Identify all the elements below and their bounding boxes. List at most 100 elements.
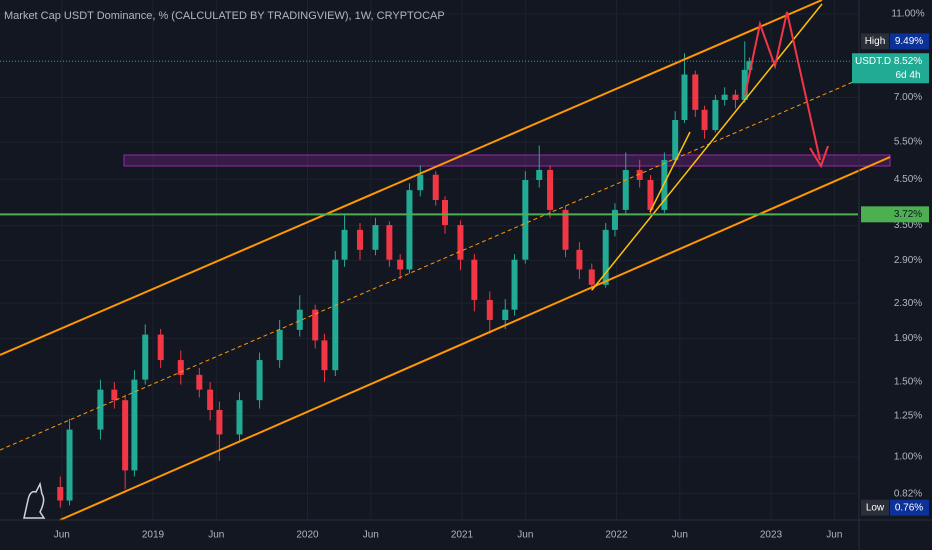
marker-value-box [890, 499, 929, 516]
price-label-box [852, 53, 929, 84]
candle-body [547, 169, 554, 210]
x-tick-label: 2023 [760, 530, 783, 541]
candle-body [576, 249, 583, 270]
x-tick-label: 2019 [142, 530, 165, 541]
candle-body [177, 360, 184, 375]
candle-body [622, 169, 629, 210]
candle-body [522, 179, 529, 260]
candle-body [321, 340, 328, 371]
y-tick-label: 5.50% [894, 137, 922, 148]
marker-name-box [861, 499, 889, 516]
candle-body [372, 225, 379, 250]
candle-body [661, 160, 668, 210]
candle-body [502, 309, 509, 320]
candle-body [441, 200, 448, 226]
x-tick-label: Jun [54, 530, 70, 541]
candle-body [57, 487, 64, 501]
y-tick-label: 1.90% [894, 333, 922, 344]
marker-value: 0.76% [895, 502, 923, 513]
y-tick-label: 7.00% [894, 92, 922, 103]
x-tick-label: Jun [826, 530, 842, 541]
channel-lower [59, 156, 891, 521]
candle-body [701, 109, 708, 131]
candle-body [157, 334, 164, 361]
y-tick-label: 3.50% [894, 220, 922, 231]
candle-body [432, 174, 439, 201]
x-tick-label: 2022 [605, 530, 628, 541]
candle-body [341, 229, 348, 260]
candle-body [741, 69, 748, 100]
candle-body [66, 429, 73, 501]
candle-body [236, 400, 243, 435]
x-tick-label: 2020 [296, 530, 319, 541]
grid [0, 0, 858, 520]
candle-body [636, 169, 643, 180]
y-tick-label: 4.50% [894, 174, 922, 185]
marker-value: 9.49% [895, 36, 923, 47]
candle-body [97, 389, 104, 430]
candle-body [746, 61, 753, 70]
candle-body [111, 389, 118, 401]
candle-body [196, 374, 203, 390]
candle-body [216, 409, 223, 435]
price-countdown: 6d 4h [895, 70, 920, 81]
y-tick-label: 1.50% [894, 377, 922, 388]
y-tick-label: 2.30% [894, 298, 922, 309]
candle-body [332, 259, 339, 371]
candle-body [588, 269, 595, 285]
candle-body [131, 379, 138, 471]
zone-rectangle [123, 154, 891, 167]
candle-body [647, 179, 654, 210]
candle-body [397, 259, 404, 270]
trend-line [591, 3, 823, 291]
y-tick-label: 2.90% [894, 255, 922, 266]
candle-body [672, 119, 679, 161]
x-tick-label: Jun [208, 530, 224, 541]
channel-upper [0, 0, 823, 356]
y-tick-label: 11.00% [891, 9, 924, 20]
candle-body [536, 169, 543, 180]
channel-middle [0, 65, 891, 451]
level-label: 3.72% [894, 209, 922, 220]
price-value: 8.52% [894, 56, 922, 67]
overlay [0, 60, 858, 216]
candles [57, 41, 753, 508]
candle-body [386, 225, 393, 260]
candle-body [732, 94, 739, 100]
candle-body [486, 299, 493, 320]
y-tick-label: 1.00% [894, 452, 922, 463]
level-label-box [861, 206, 929, 223]
candle-body [406, 190, 413, 270]
arrow-head [809, 145, 829, 169]
candle-body [562, 209, 569, 250]
candle-body [296, 309, 303, 330]
marker-value-box [890, 33, 929, 50]
candle-body [511, 259, 518, 310]
candle-body [142, 334, 149, 380]
candle-body [611, 209, 618, 230]
marker-name: High [865, 36, 886, 47]
candle-body [692, 74, 699, 110]
candle-body [207, 389, 214, 410]
drawings [0, 0, 891, 521]
x-tick-label: Jun [363, 530, 379, 541]
trend-line [649, 131, 691, 213]
candle-body [721, 94, 728, 100]
marker-name: Low [866, 502, 885, 513]
candle-body [457, 225, 464, 260]
candle-body [417, 174, 424, 191]
candle-body [712, 99, 719, 131]
candle-body [256, 360, 263, 401]
candle-body [122, 400, 129, 471]
x-tick-label: 2021 [451, 530, 474, 541]
x-tick-label: Jun [517, 530, 533, 541]
candle-body [312, 309, 319, 341]
candle-body [276, 329, 283, 361]
candle-body [681, 74, 688, 120]
candle-body [357, 229, 364, 250]
y-tick-label: 0.82% [894, 488, 922, 499]
candle-body [471, 259, 478, 300]
x-tick-label: Jun [672, 530, 688, 541]
